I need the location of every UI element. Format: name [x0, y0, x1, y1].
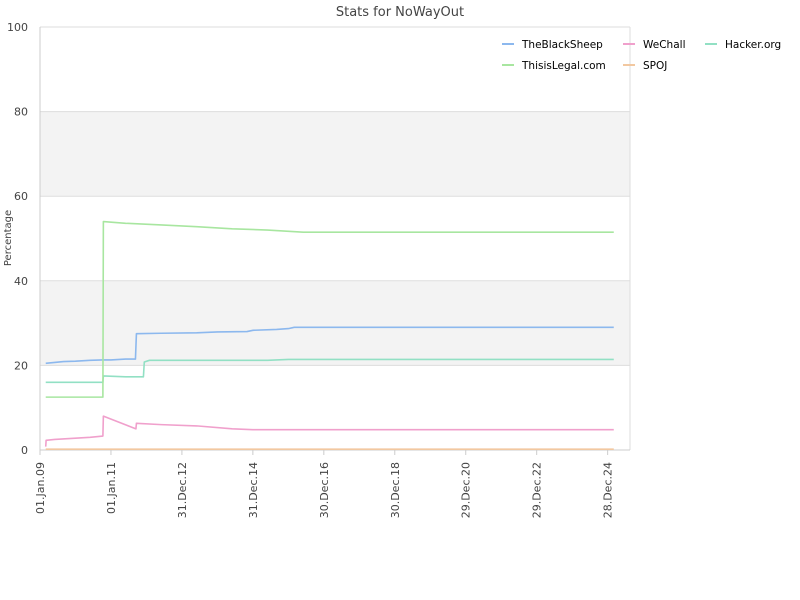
x-axis-ticks: 01.Jan.09 01.Jan.11 31.Dec.12 31.Dec.14 30.D…: [34, 450, 615, 518]
y-axis-ticks: 0 20 40 60 80 100: [7, 21, 28, 457]
x-tick-label: 01.Jan.11: [105, 462, 118, 514]
x-tick-label: 31.Dec.12: [176, 462, 189, 518]
y-tick-label: 40: [14, 275, 28, 288]
x-tick-label: 30.Dec.18: [389, 462, 402, 518]
y-axis-title: Percentage: [3, 210, 14, 266]
x-tick-label: 29.Dec.20: [460, 462, 473, 518]
legend-label: SPOJ: [643, 60, 667, 72]
y-tick-label: 60: [14, 190, 28, 203]
legend-label: WeChall: [643, 39, 685, 51]
legend-label: ThisisLegal.com: [521, 60, 606, 72]
y-tick-label: 100: [7, 21, 28, 34]
y-tick-label: 0: [21, 444, 28, 457]
legend-label: Hacker.org: [725, 39, 781, 51]
y-tick-label: 20: [14, 359, 28, 372]
x-tick-label: 31.Dec.14: [247, 462, 260, 518]
x-tick-label: 28.Dec.24: [602, 462, 615, 518]
grid-band: [40, 111, 630, 197]
series-line-thisislegal-com: [45, 220, 614, 398]
x-tick-label: 29.Dec.22: [531, 462, 544, 518]
series-lines: [44, 220, 614, 450]
series-line-wechall: [44, 415, 614, 447]
x-tick-label: 01.Jan.09: [34, 462, 47, 514]
legend-label: TheBlackSheep: [521, 39, 603, 51]
axes: [39, 27, 631, 451]
x-tick-label: 30.Dec.16: [318, 462, 331, 518]
alternating-grid-bands: [40, 111, 630, 366]
chart-title: Stats for NoWayOut: [336, 5, 464, 20]
grid-lines: [40, 26, 630, 451]
legend: TheBlackSheep WeChall Hacker.org ThisisLega…: [502, 39, 781, 72]
y-tick-label: 80: [14, 106, 28, 119]
series-line-theblacksheep: [45, 326, 614, 365]
grid-band: [40, 280, 630, 366]
